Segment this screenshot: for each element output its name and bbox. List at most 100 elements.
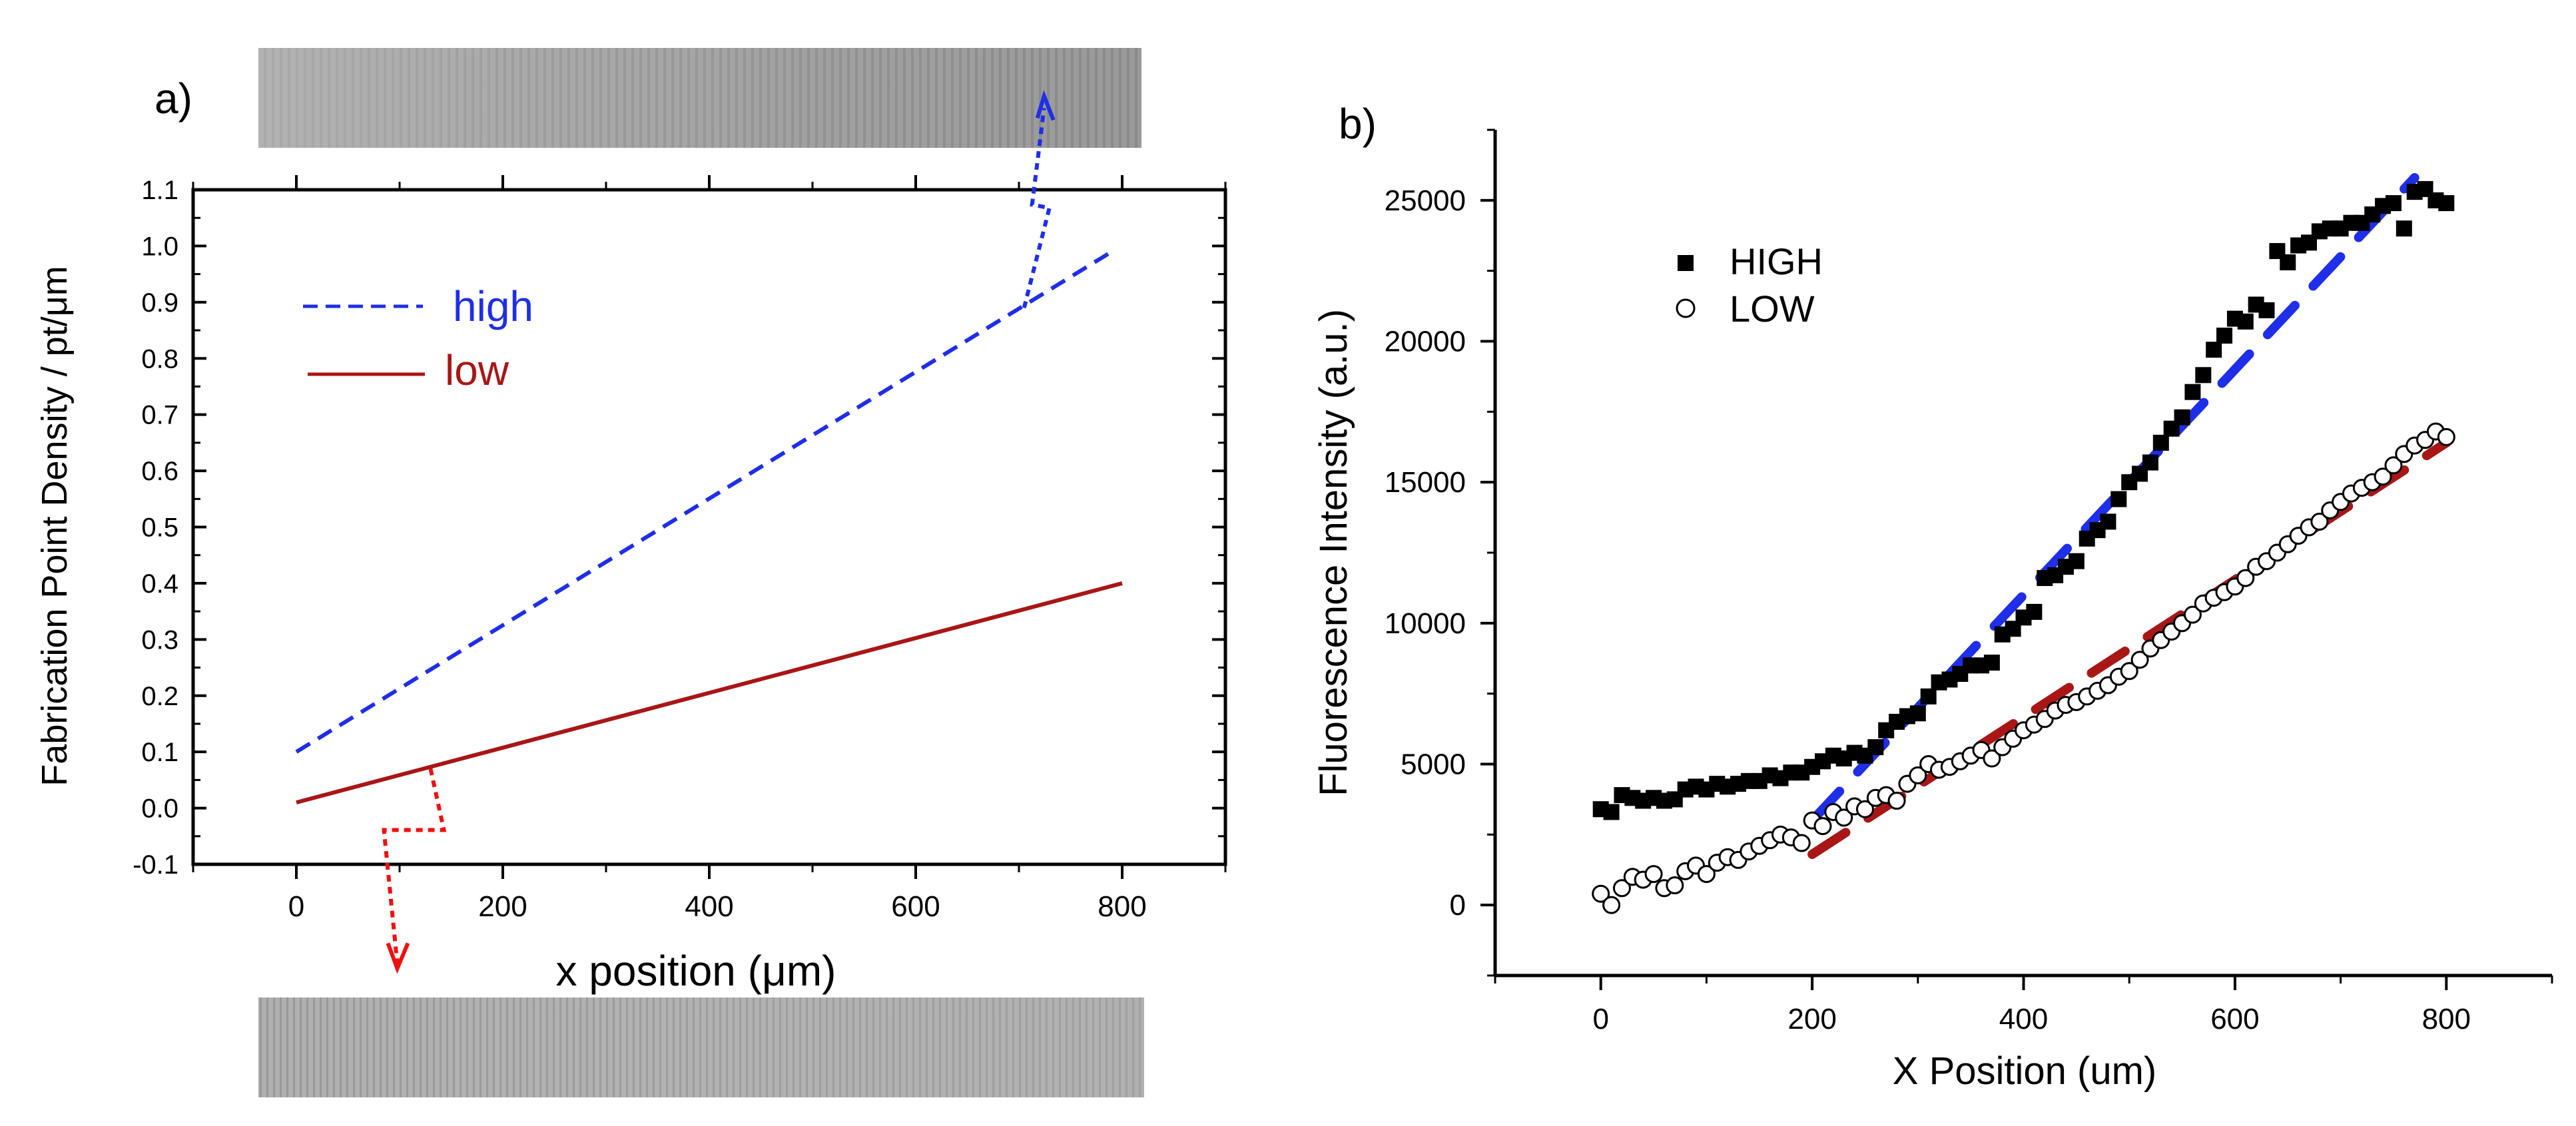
x-tick-label: 800: [2422, 1003, 2471, 1035]
series-low-line: [296, 581, 1123, 805]
panel-a-label: a): [155, 75, 192, 123]
point-high: [2026, 603, 2043, 620]
point-low: [1602, 896, 1621, 914]
y-tick-label: 0.5: [141, 513, 178, 543]
arrowhead-bottom: [386, 942, 410, 974]
y-tick-label: -0.1: [133, 850, 178, 880]
y-tick-label: 0.6: [141, 457, 178, 486]
point-low: [2183, 605, 2202, 624]
y-tick-label: 0.9: [141, 288, 178, 318]
legend-high-label: high: [453, 282, 533, 330]
panel-b-legend: HIGH LOW: [1676, 240, 1823, 330]
point-low: [1983, 749, 2001, 768]
legend-high-label: HIGH: [1730, 240, 1823, 282]
point-high: [1920, 688, 1937, 704]
panel-a-plot-frame: [191, 188, 1227, 866]
point-low: [1813, 817, 1832, 836]
point-high: [1983, 655, 2000, 671]
y-tick-label: 0.0: [141, 794, 178, 824]
point-high: [2184, 384, 2201, 400]
y-tick-label: 0.8: [141, 344, 178, 374]
panel-a-y-tick-labels: -0.1 0.0 0.1 0.2 0.3 0.4 0.5 0.6 0.7 0.8 0.9 1.0 1.1: [133, 176, 178, 880]
arrowhead-top: [1035, 90, 1056, 121]
point-low: [1909, 766, 1927, 784]
point-low: [2437, 427, 2455, 446]
x-tick-label: 600: [2210, 1003, 2259, 1035]
point-low: [1697, 865, 1716, 884]
y-tick-label: 0.3: [141, 625, 178, 655]
panel-a-x-axis-label: x position (μm): [556, 947, 836, 995]
bottom-micrograph: [258, 997, 1144, 1097]
y-tick-label: 0: [1450, 889, 1466, 922]
point-high: [2396, 220, 2412, 237]
point-high: [2438, 195, 2455, 212]
point-low: [2374, 467, 2392, 486]
x-tick-label: 200: [478, 890, 527, 923]
panel-b-x-tick-labels: 0 200 400 600 800: [1592, 1003, 2471, 1035]
point-low: [1612, 879, 1631, 898]
point-high: [2258, 302, 2275, 318]
y-tick-label: 15000: [1385, 466, 1466, 499]
arrow-to-top-image: [1022, 107, 1052, 309]
point-high: [2216, 328, 2233, 344]
point-high: [2385, 195, 2402, 212]
point-low: [2236, 569, 2255, 587]
panel-b-label: b): [1339, 100, 1377, 148]
point-high: [1867, 739, 1884, 756]
point-low: [1592, 884, 1610, 903]
y-tick-label: 20000: [1385, 326, 1466, 358]
series-high-line: [295, 250, 1114, 754]
point-low: [1792, 834, 1811, 852]
legend-low-label: LOW: [1730, 288, 1815, 330]
panel-a-y-axis-label: Fabrication Point Density / pt/μm: [35, 266, 75, 786]
panel-a-legend: high low: [303, 282, 533, 394]
point-high: [2068, 553, 2085, 569]
x-tick-label: 400: [685, 890, 733, 923]
point-low: [2130, 651, 2149, 669]
point-high: [1603, 804, 1620, 820]
x-tick-label: 800: [1098, 890, 1146, 923]
x-tick-label: 400: [1999, 1003, 2048, 1035]
y-tick-label: 0.2: [141, 682, 178, 711]
point-low: [2310, 512, 2329, 531]
panel-b-data-points: [1592, 180, 2455, 914]
top-micrograph: [258, 48, 1141, 148]
panel-a-series: [295, 250, 1123, 805]
point-high: [2195, 367, 2212, 384]
y-tick-label: 5000: [1401, 748, 1466, 781]
x-tick-label: 0: [288, 890, 304, 923]
panel-a-annotations: [382, 90, 1056, 974]
panel-b-y-axis-label: Fluorescence Intensity (a.u.): [1312, 309, 1355, 796]
y-tick-label: 0.1: [141, 738, 178, 767]
point-high: [1909, 705, 1926, 722]
point-low: [2384, 456, 2403, 475]
point-high: [2174, 409, 2190, 425]
point-low: [1887, 792, 1906, 810]
panel-b-x-axis-label: X Position (um): [1893, 1049, 2156, 1093]
point-high: [2100, 513, 2116, 530]
panel-b-y-tick-labels: 0 5000 10000 15000 20000 25000: [1385, 184, 1466, 922]
panel-b-ticks: [1480, 129, 2553, 990]
y-tick-label: 0.7: [141, 401, 178, 430]
point-high: [2152, 434, 2169, 451]
legend-low-label: low: [445, 346, 509, 394]
legend-low-marker: [1676, 298, 1696, 318]
y-tick-label: 25000: [1385, 184, 1466, 217]
fit-line-low: [1807, 437, 2451, 859]
y-tick-label: 1.1: [141, 176, 178, 205]
point-low: [1644, 865, 1663, 884]
x-tick-label: 0: [1592, 1003, 1608, 1035]
point-high: [2142, 454, 2158, 471]
y-tick-label: 1.0: [141, 232, 178, 261]
x-tick-label: 600: [891, 890, 940, 923]
legend-high-marker: [1678, 255, 1694, 271]
point-high: [2110, 491, 2127, 507]
y-tick-label: 0.4: [141, 569, 178, 599]
panel-b-fit-lines: [1807, 172, 2451, 859]
panel-a-chart: -0.1 0.0 0.1 0.2 0.3 0.4 0.5 0.6 0.7 0.8 0.9 1.0 1.1…: [35, 90, 1227, 995]
point-high: [2206, 342, 2222, 358]
point-high: [2237, 313, 2254, 330]
y-tick-label: 10000: [1385, 607, 1466, 640]
